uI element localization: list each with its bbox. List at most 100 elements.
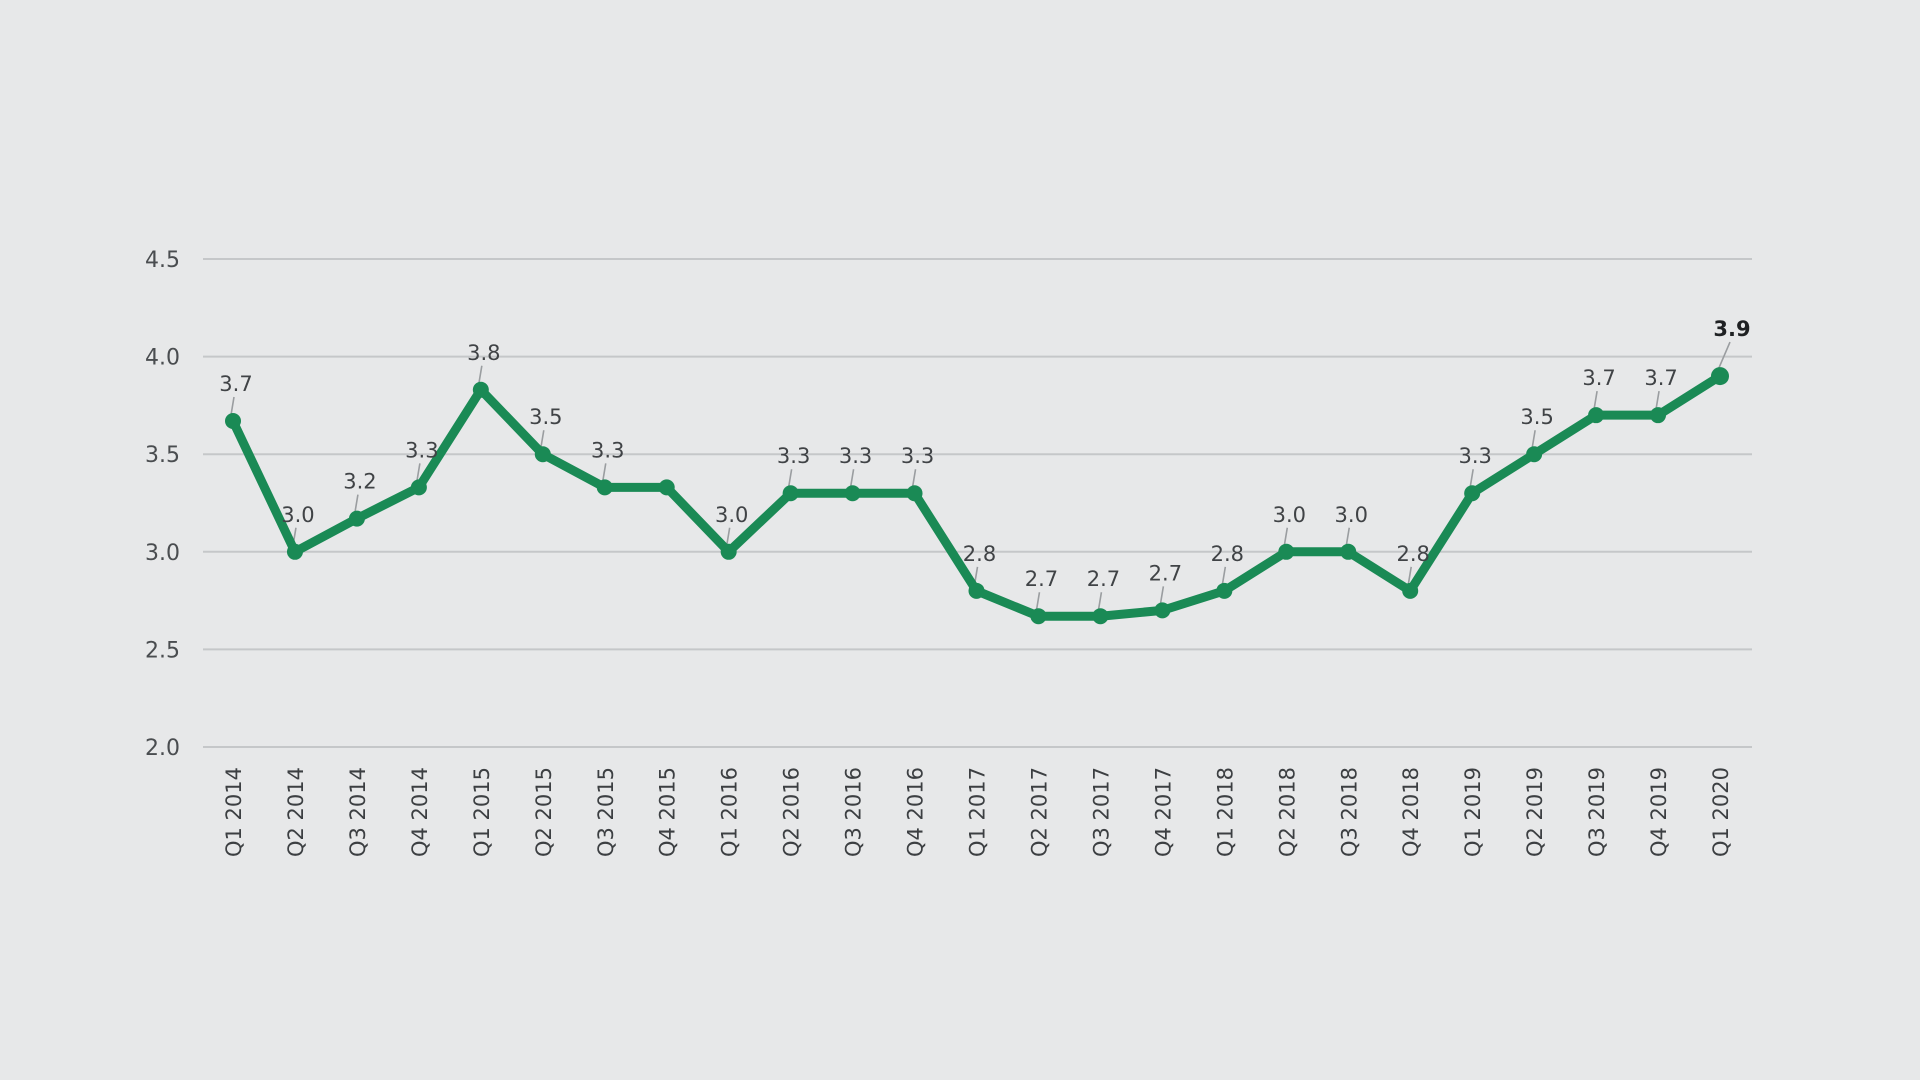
data-label: 3.2 bbox=[343, 470, 376, 494]
data-point bbox=[782, 485, 799, 502]
data-point bbox=[1340, 543, 1357, 560]
data-point bbox=[1711, 367, 1729, 386]
data-point bbox=[844, 485, 861, 502]
data-point bbox=[348, 510, 365, 527]
data-point bbox=[658, 479, 675, 496]
y-axis-ticks: 2.0 2.5 3.0 3.5 4.0 4.5 bbox=[145, 248, 180, 761]
label-leader bbox=[911, 469, 917, 488]
label-leader bbox=[354, 494, 359, 513]
label-leader bbox=[1345, 527, 1351, 546]
data-point bbox=[1402, 582, 1419, 599]
data-label: 3.5 bbox=[1520, 405, 1553, 429]
x-tick-label: Q2 2016 bbox=[780, 767, 804, 857]
data-label: 3.7 bbox=[219, 372, 252, 396]
label-leader bbox=[1221, 566, 1227, 585]
data-label: 2.7 bbox=[1149, 561, 1182, 585]
data-point bbox=[534, 446, 551, 463]
data-point bbox=[720, 543, 737, 560]
y-tick-label: 4.5 bbox=[145, 248, 180, 273]
x-tick-label: Q4 2019 bbox=[1647, 767, 1671, 857]
data-label: 2.8 bbox=[1397, 542, 1430, 566]
data-point bbox=[225, 413, 241, 430]
label-leader bbox=[1593, 391, 1598, 410]
x-tick-label: Q3 2016 bbox=[842, 767, 866, 857]
x-tick-label: Q4 2018 bbox=[1399, 767, 1423, 857]
data-point bbox=[1092, 608, 1109, 625]
label-leaders bbox=[230, 341, 1731, 611]
label-leader bbox=[1097, 592, 1103, 611]
data-labels: 3.7 3.0 3.2 3.3 3.8 3.5 3.3 3.0 3.3 3.3 3.3 2.8 2.7 2… bbox=[219, 317, 1750, 591]
data-label: 2.7 bbox=[1025, 567, 1058, 591]
x-tick-label: Q2 2015 bbox=[532, 767, 556, 857]
x-tick-label: Q3 2014 bbox=[346, 767, 370, 857]
data-point bbox=[1216, 582, 1233, 599]
x-tick-label: Q3 2018 bbox=[1337, 767, 1361, 857]
series-line-layer bbox=[228, 371, 1725, 621]
x-tick-label: Q4 2014 bbox=[408, 767, 432, 857]
x-tick-label: Q1 2016 bbox=[718, 767, 742, 857]
data-point bbox=[472, 381, 489, 398]
series-points bbox=[225, 367, 1729, 625]
data-label: 3.3 bbox=[777, 444, 810, 468]
x-tick-label: Q2 2018 bbox=[1275, 767, 1299, 857]
data-label: 3.3 bbox=[591, 438, 624, 462]
data-point bbox=[1650, 407, 1667, 424]
data-point bbox=[1154, 602, 1171, 619]
x-tick-label: Q4 2016 bbox=[904, 767, 928, 857]
data-label: 3.9 bbox=[1713, 317, 1750, 341]
data-point bbox=[1526, 446, 1543, 463]
data-point bbox=[286, 543, 303, 560]
label-leader bbox=[416, 463, 421, 482]
label-leader bbox=[725, 527, 731, 546]
data-point bbox=[1030, 608, 1047, 625]
x-tick-label: Q3 2017 bbox=[1089, 767, 1113, 857]
x-tick-label: Q1 2020 bbox=[1709, 767, 1733, 857]
label-leader bbox=[1283, 527, 1289, 546]
data-label: 3.3 bbox=[405, 438, 438, 462]
data-point bbox=[968, 582, 985, 599]
y-tick-label: 2.5 bbox=[145, 638, 180, 663]
data-point bbox=[596, 479, 613, 496]
y-tick-label: 3.5 bbox=[145, 443, 180, 468]
label-leader bbox=[1159, 586, 1165, 605]
data-point bbox=[410, 479, 427, 496]
data-point bbox=[1588, 407, 1605, 424]
x-tick-label: Q2 2017 bbox=[1027, 767, 1051, 857]
label-leader bbox=[1531, 430, 1536, 449]
y-tick-label: 3.0 bbox=[145, 541, 180, 566]
gridlines bbox=[203, 258, 1752, 748]
data-label: 3.5 bbox=[529, 405, 562, 429]
x-tick-label: Q1 2014 bbox=[222, 767, 246, 857]
x-tick-label: Q4 2017 bbox=[1151, 767, 1175, 857]
y-tick-label: 4.0 bbox=[145, 346, 180, 371]
data-label: 3.8 bbox=[467, 341, 500, 365]
data-label: 2.8 bbox=[1211, 542, 1244, 566]
x-tick-label: Q2 2014 bbox=[284, 767, 308, 857]
data-label: 3.3 bbox=[839, 444, 872, 468]
data-label: 3.7 bbox=[1644, 366, 1677, 390]
data-label: 3.3 bbox=[901, 444, 934, 468]
label-leader bbox=[540, 430, 545, 449]
x-tick-label: Q1 2018 bbox=[1213, 767, 1237, 857]
label-leader bbox=[849, 469, 855, 488]
series-line bbox=[228, 371, 1725, 621]
data-label: 3.0 bbox=[715, 503, 748, 527]
data-point bbox=[1464, 485, 1481, 502]
label-leader bbox=[1717, 341, 1731, 371]
x-tick-label: Q3 2015 bbox=[594, 767, 618, 857]
label-leader bbox=[601, 463, 607, 482]
x-tick-label: Q4 2015 bbox=[656, 767, 680, 857]
x-tick-label: Q1 2017 bbox=[966, 767, 990, 857]
label-leader bbox=[478, 365, 483, 384]
label-leader bbox=[230, 396, 235, 416]
label-leader bbox=[1407, 566, 1412, 585]
data-label: 3.0 bbox=[1335, 503, 1368, 527]
data-label: 3.0 bbox=[281, 503, 314, 527]
label-leader bbox=[1035, 592, 1041, 611]
data-label: 2.8 bbox=[963, 542, 996, 566]
data-label: 3.3 bbox=[1458, 444, 1491, 468]
data-label: 3.0 bbox=[1273, 503, 1306, 527]
label-leader bbox=[1469, 469, 1474, 488]
